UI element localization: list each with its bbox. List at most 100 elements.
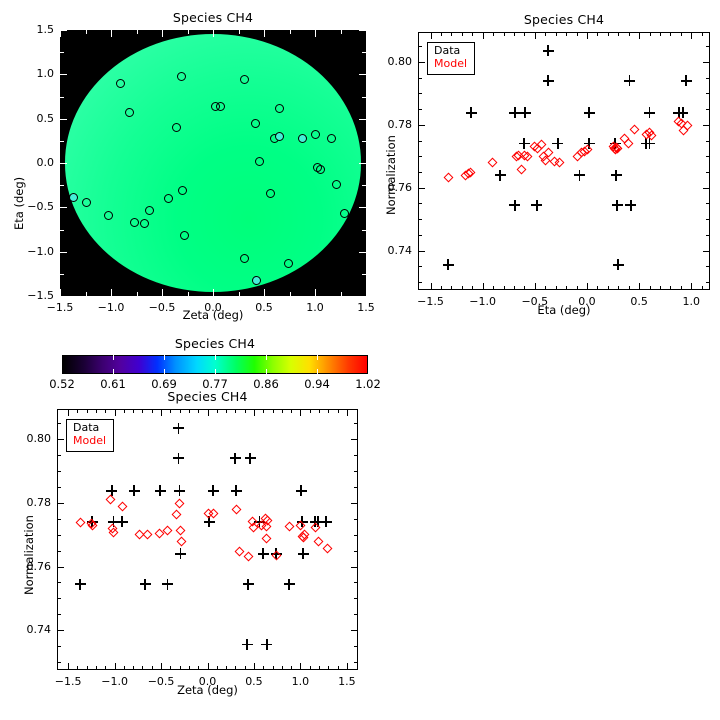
axis-minor-tick-y <box>706 77 710 79</box>
axis-minor-tick-y <box>60 96 64 98</box>
axis-tick-y <box>351 502 358 504</box>
colorbar-tick-label: 0.94 <box>304 377 330 391</box>
data-point-marker <box>108 516 120 528</box>
axis-tick-x <box>300 663 302 670</box>
axis-tick-y <box>418 61 425 63</box>
data-point-marker <box>261 639 273 651</box>
axis-minor-tick-y <box>57 455 61 457</box>
axis-minor-tick-x <box>440 32 442 36</box>
axis-minor-tick-x <box>628 32 630 36</box>
axis-tick-y <box>57 630 64 632</box>
colorbar-tick <box>215 369 216 374</box>
image-map-ytick-label: −1.5 <box>27 289 54 302</box>
map-source-marker <box>340 209 350 219</box>
axis-tick-x <box>60 289 61 296</box>
data-point-marker <box>173 422 185 434</box>
axis-tick-y <box>60 296 67 297</box>
axis-tick-y <box>703 187 710 189</box>
data-point-marker <box>320 516 332 528</box>
data-point-marker <box>312 516 324 528</box>
axis-tick-x <box>111 30 112 37</box>
data-point-marker <box>128 485 140 497</box>
zeta-scatter-xtick-label: −1.0 <box>101 675 128 688</box>
axis-minor-tick-x <box>136 30 138 34</box>
data-point-marker <box>257 548 269 560</box>
map-source-marker <box>283 258 293 268</box>
axis-minor-tick-y <box>354 455 358 457</box>
axis-minor-tick-y <box>418 203 422 205</box>
axis-tick-y <box>359 251 366 253</box>
map-source-marker <box>310 130 320 140</box>
eta-scatter-ytick-label: 0.80 <box>387 54 413 68</box>
axis-minor-tick-y <box>362 185 366 187</box>
axis-minor-tick-y <box>57 598 61 600</box>
data-point-marker <box>509 199 521 211</box>
data-point-marker <box>173 452 185 464</box>
axis-minor-tick-x <box>524 286 526 290</box>
image-map-xtick-label: 1.0 <box>306 301 324 314</box>
data-point-marker <box>139 578 151 590</box>
data-point-marker <box>175 548 187 560</box>
axis-minor-tick-x <box>628 286 630 290</box>
colorbar-tick <box>113 355 114 360</box>
axis-minor-tick-x <box>77 409 79 413</box>
axis-minor-tick-x <box>85 292 87 296</box>
axis-minor-tick-x <box>680 286 682 290</box>
axis-minor-tick-x <box>244 409 246 413</box>
map-source-marker <box>255 156 265 166</box>
legend-data-label: Data <box>73 421 100 434</box>
data-point-marker <box>611 199 623 211</box>
data-point-marker <box>244 452 256 464</box>
axis-tick-x <box>264 30 265 37</box>
data-point-marker <box>230 485 242 497</box>
image-map-xtick-label: −0.5 <box>148 301 176 314</box>
axis-minor-tick-x <box>133 666 135 670</box>
axis-minor-tick-x <box>272 409 274 413</box>
axis-minor-tick-y <box>354 518 358 520</box>
eta-scatter-ytick-label: 0.78 <box>387 117 413 131</box>
axis-minor-tick-x <box>318 666 320 670</box>
axis-minor-tick-x <box>105 666 107 670</box>
image-map-ytick-label: 1.5 <box>36 23 55 36</box>
axis-tick-x <box>264 289 265 296</box>
data-point-marker <box>229 452 241 464</box>
axis-minor-tick-x <box>96 666 98 670</box>
data-point-marker <box>612 259 624 271</box>
data-point-marker <box>154 485 166 497</box>
zeta-scatter-ylabel: Normalization <box>22 515 36 595</box>
axis-minor-tick-x <box>701 286 703 290</box>
map-source-marker <box>115 78 125 88</box>
eta-scatter-ytick-label: 0.74 <box>387 243 413 257</box>
eta-scatter-xtick-label: 1.0 <box>682 295 700 308</box>
axis-minor-tick-x <box>337 409 339 413</box>
map-source-marker <box>331 179 341 189</box>
axis-minor-tick-x <box>198 666 200 670</box>
map-source-marker <box>298 133 308 143</box>
axis-tick-x <box>534 283 536 290</box>
axis-tick-x <box>68 663 70 670</box>
axis-minor-tick-y <box>418 93 422 95</box>
axis-minor-tick-y <box>418 140 422 142</box>
axis-tick-y <box>418 250 425 252</box>
axis-minor-tick-x <box>340 30 342 34</box>
map-source-marker <box>326 133 336 143</box>
axis-minor-tick-x <box>244 666 246 670</box>
axis-minor-tick-x <box>513 286 515 290</box>
image-map-xtick-label: 1.5 <box>357 301 375 314</box>
axis-minor-tick-x <box>472 32 474 36</box>
data-point-marker <box>241 639 253 651</box>
map-source-marker <box>215 101 225 111</box>
map-source-marker <box>129 217 139 227</box>
axis-minor-tick-y <box>57 534 61 536</box>
axis-tick-x <box>161 663 163 670</box>
axis-minor-tick-x <box>187 292 189 296</box>
data-point-marker <box>531 199 543 211</box>
axis-minor-tick-x <box>461 32 463 36</box>
axis-minor-tick-x <box>170 666 172 670</box>
image-map-ytick-label: −1.0 <box>27 244 54 258</box>
axis-minor-tick-x <box>291 666 293 670</box>
zeta-scatter-xtick-label: 1.0 <box>291 675 310 688</box>
data-point-marker <box>74 578 86 590</box>
axis-minor-tick-x <box>597 32 599 36</box>
axis-tick-x <box>430 32 432 39</box>
